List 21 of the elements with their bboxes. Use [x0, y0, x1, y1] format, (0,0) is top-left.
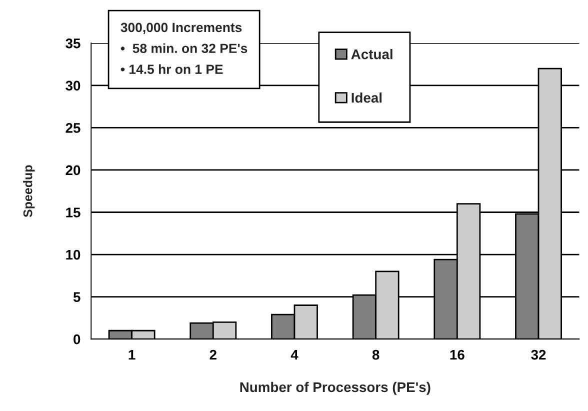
y-tick-label: 30: [66, 80, 80, 91]
x-tick-label: 2: [210, 350, 216, 360]
y-tick-label: 25: [66, 123, 80, 133]
legend-label: Actual: [351, 49, 392, 60]
x-tick-label: 8: [372, 350, 380, 360]
y-tick-label: 35: [66, 38, 80, 48]
y-tick-label: 10: [66, 250, 80, 260]
x-tick-label: 1: [128, 350, 136, 360]
annotation: • 58 min. on 32 PE's: [120, 43, 248, 54]
x-tick-label: 16: [450, 350, 464, 360]
y-tick-label: 0: [74, 334, 80, 344]
annotation: • 14.5 hr on 1 PE: [120, 64, 223, 74]
y-tick-label: 20: [66, 165, 80, 176]
y-tick-label: 5: [73, 292, 80, 302]
x-tick-label: 32: [531, 350, 546, 360]
x-axis-title: Number of Processors (PE's): [240, 382, 430, 395]
text: 300,000 Increments: [120, 22, 242, 34]
y-axis-title: Speedup: [23, 165, 35, 218]
y-tick-label: 15: [66, 208, 80, 218]
x-tick-label: 4: [290, 350, 298, 360]
legend-label: Ideal: [352, 92, 382, 103]
